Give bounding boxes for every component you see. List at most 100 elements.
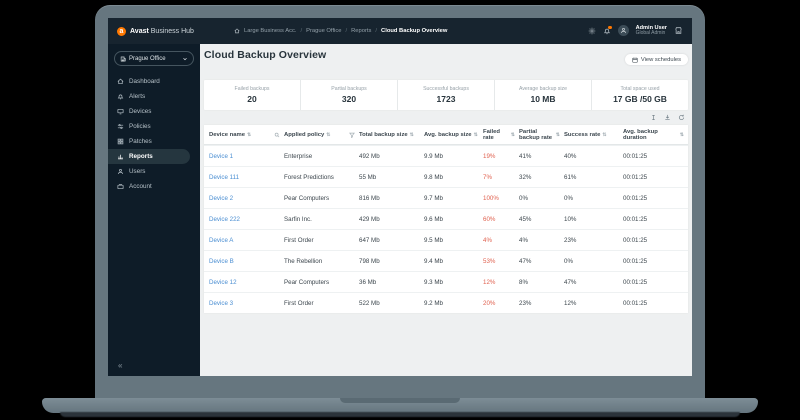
cell-avg-backup-size: 9.5 Mb [424, 236, 443, 244]
stat-partial-backups: Partial backups 320 [300, 80, 397, 110]
sidebar-item-label: Patches [129, 138, 152, 145]
cell-device-name[interactable]: Device 12 [209, 278, 237, 286]
backup-table: Device name ⇅ Applied policy ⇅ Total backu… [204, 125, 688, 313]
site-selector[interactable]: Prague Office [114, 51, 194, 66]
column-header-applied-policy[interactable]: Applied policy ⇅ [284, 132, 359, 138]
cell-success-rate: 61% [564, 173, 577, 181]
column-label: Success rate [564, 131, 601, 138]
cell-avg-backup-size: 9.9 Mb [424, 152, 443, 160]
sidebar-item-label: Alerts [129, 93, 146, 100]
column-header-avg-backup-size[interactable]: Avg. backup size ⇅ [424, 132, 483, 138]
sidebar-item-dashboard[interactable]: Dashboard [108, 74, 200, 89]
cell-device-name[interactable]: Device 2 [209, 194, 234, 202]
column-header-failed-rate[interactable]: Failed rate ⇅ [483, 129, 519, 141]
sidebar-nav: Dashboard Alerts Devices Policies [108, 74, 200, 194]
sidebar-item-policies[interactable]: Policies [108, 119, 200, 134]
filter-funnel-icon[interactable] [349, 132, 355, 138]
sidebar-item-users[interactable]: Users [108, 164, 200, 179]
sidebar-item-account[interactable]: Account [108, 179, 200, 194]
cell-partial-backup-rate: 45% [519, 215, 532, 223]
cell-total-backup-size: 816 Mb [359, 194, 380, 202]
dashboard-home-icon [117, 78, 124, 85]
sidebar-item-patches[interactable]: Patches [108, 134, 200, 149]
cell-success-rate: 0% [564, 257, 573, 265]
cell-failed-rate: 53% [483, 257, 496, 265]
cell-partial-backup-rate: 41% [519, 152, 532, 160]
download-icon[interactable] [664, 114, 671, 121]
cell-applied-policy: The Rebellion [284, 257, 323, 265]
cell-partial-backup-rate: 23% [519, 299, 532, 307]
column-label: Failed rate [483, 128, 501, 141]
cell-success-rate: 23% [564, 236, 577, 244]
sidebar-item-label: Account [129, 183, 152, 190]
brand-name: Avast [130, 27, 149, 35]
user-menu[interactable]: Admin User Global Admin [636, 25, 667, 37]
cell-avg-backup-size: 9.8 Mb [424, 173, 443, 181]
table-row[interactable]: Device 1 Enterprise 492 Mb 9.9 Mb 19% 41… [204, 145, 688, 166]
cell-avg-backup-size: 9.2 Mb [424, 299, 443, 307]
sidebar-item-reports[interactable]: Reports [108, 149, 190, 164]
table-row[interactable]: Device 2 Pear Computers 816 Mb 9.7 Mb 10… [204, 187, 688, 208]
sort-icon[interactable]: ⇅ [409, 131, 414, 138]
cell-failed-rate: 7% [483, 173, 492, 181]
cell-total-backup-size: 522 Mb [359, 299, 380, 307]
sidebar-item-devices[interactable]: Devices [108, 104, 200, 119]
stat-successful-backups: Successful backups 1723 [397, 80, 494, 110]
sort-icon[interactable]: ⇅ [679, 131, 684, 138]
cell-avg-backup-duration: 00:01:25 [623, 152, 648, 160]
breadcrumb-current: Cloud Backup Overview [381, 28, 448, 34]
sidebar-item-label: Users [129, 168, 146, 175]
laptop-base [42, 398, 758, 413]
sort-icon[interactable]: ⇅ [473, 131, 478, 138]
cell-device-name[interactable]: Device 1 [209, 152, 234, 160]
cell-device-name[interactable]: Device A [209, 236, 234, 244]
breadcrumb-item[interactable]: Reports [351, 28, 372, 34]
column-label: Partial backup rate [519, 128, 553, 141]
column-header-partial-backup-rate[interactable]: Partial backup rate ⇅ [519, 129, 564, 141]
table-row[interactable]: Device 111 Forest Predictions 55 Mb 9.8 … [204, 166, 688, 187]
refresh-icon[interactable] [678, 114, 685, 121]
search-icon[interactable] [274, 132, 280, 138]
cell-success-rate: 0% [564, 194, 573, 202]
column-header-total-backup-size[interactable]: Total backup size ⇅ [359, 132, 424, 138]
column-header-success-rate[interactable]: Success rate ⇅ [564, 132, 623, 138]
view-schedules-button[interactable]: View schedules [624, 54, 688, 65]
column-label: Avg. backup size [424, 131, 472, 138]
app-title: Avast Business Hub [130, 28, 194, 35]
column-picker-icon[interactable] [650, 114, 657, 121]
cell-device-name[interactable]: Device 111 [209, 173, 240, 181]
column-header-avg-backup-duration[interactable]: Avg. backup duration ⇅ [623, 129, 688, 141]
table-row[interactable]: Device 12 Pear Computers 36 Mb 9.3 Mb 12… [204, 271, 688, 292]
cell-total-backup-size: 55 Mb [359, 173, 377, 181]
sidebar-item-label: Devices [129, 108, 152, 115]
settings-gear-icon[interactable] [588, 27, 596, 35]
table-row[interactable]: Device B The Rebellion 798 Mb 9.4 Mb 53%… [204, 250, 688, 271]
cell-device-name[interactable]: Device 3 [209, 299, 234, 307]
stat-failed-backups: Failed backups 20 [204, 80, 300, 110]
sort-icon[interactable]: ⇅ [326, 131, 331, 138]
store-icon[interactable] [674, 26, 683, 35]
page-title: Cloud Backup Overview [204, 49, 327, 61]
table-row[interactable]: Device 3 First Order 522 Mb 9.2 Mb 20% 2… [204, 292, 688, 313]
cell-device-name[interactable]: Device B [209, 257, 234, 265]
cell-success-rate: 40% [564, 152, 577, 160]
sidebar-item-alerts[interactable]: Alerts [108, 89, 200, 104]
main-content: Cloud Backup Overview View schedules Fai… [200, 44, 692, 376]
table-row[interactable]: Device 222 Sarfin Inc. 429 Mb 9.6 Mb 60%… [204, 208, 688, 229]
breadcrumb-item[interactable]: Prague Office [306, 28, 342, 34]
breadcrumb-separator: / [345, 28, 348, 34]
sidebar-collapse-button[interactable]: « [118, 361, 123, 370]
user-avatar[interactable] [617, 25, 629, 37]
sort-icon[interactable]: ⇅ [510, 131, 515, 138]
sort-icon[interactable]: ⇅ [247, 131, 252, 138]
sort-icon[interactable]: ⇅ [555, 131, 560, 138]
sort-icon[interactable]: ⇅ [602, 131, 607, 138]
table-row[interactable]: Device A First Order 647 Mb 9.5 Mb 4% 4%… [204, 229, 688, 250]
alerts-bell-icon [117, 94, 124, 100]
notifications-bell-icon[interactable] [603, 25, 612, 35]
users-person-icon [117, 169, 124, 175]
cell-avg-backup-duration: 00:01:25 [623, 278, 648, 286]
cell-device-name[interactable]: Device 222 [209, 215, 240, 223]
breadcrumb-item[interactable]: Large Business Acc. [243, 28, 297, 34]
column-header-device-name[interactable]: Device name ⇅ [209, 132, 284, 138]
